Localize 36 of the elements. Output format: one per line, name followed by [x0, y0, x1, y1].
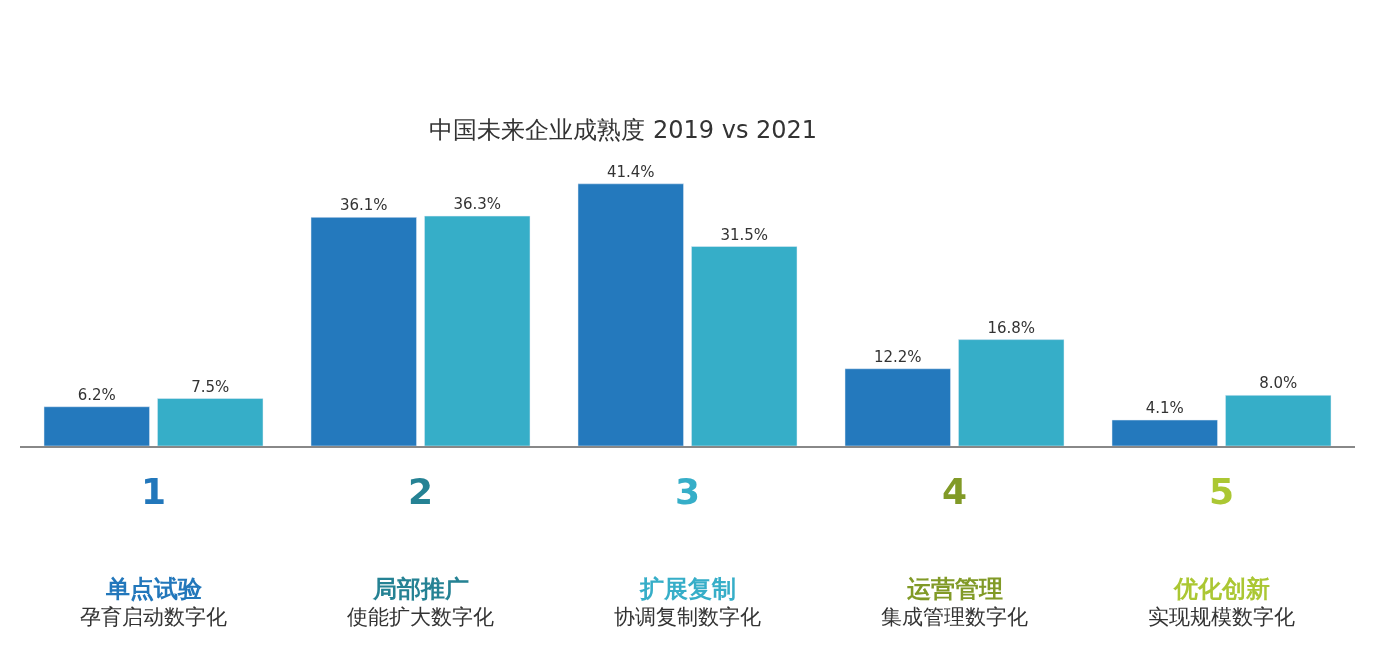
bar [157, 398, 264, 446]
bar [1111, 419, 1218, 446]
bar [844, 368, 951, 446]
bar [43, 406, 150, 446]
text: 2 [408, 471, 434, 512]
bar [958, 339, 1065, 446]
data-label: 8.0% [1259, 374, 1298, 393]
chart-title: 中国未来企业成熟度 2019 vs 2021 [429, 115, 818, 144]
data-label: 36.1% [339, 196, 388, 215]
data-label: 7.5% [191, 377, 230, 396]
bar [424, 215, 531, 446]
text: 孕育启动数字化 [80, 605, 227, 629]
text: 3 [675, 471, 701, 512]
data-label: 41.4% [606, 162, 655, 181]
x-tick-label: 扩展复制 [638, 574, 736, 603]
data-label: 6.2% [77, 385, 116, 404]
text: 实现规模数字化 [1148, 605, 1295, 629]
bar [577, 183, 684, 446]
text: 集成管理数字化 [881, 605, 1028, 629]
bar [691, 246, 798, 446]
text: 1 [141, 471, 167, 512]
bar [1225, 395, 1332, 446]
x-tick-label: 运营管理 [905, 574, 1003, 603]
x-tick-label: 单点试验 [104, 574, 203, 603]
bar [310, 217, 417, 446]
text: 4 [942, 471, 968, 512]
data-label: 16.8% [987, 318, 1036, 337]
text: 协调复制数字化 [614, 605, 761, 629]
text: 5 [1209, 471, 1235, 512]
x-tick-label: 优化创新 [1172, 574, 1270, 603]
data-label: 4.1% [1145, 399, 1184, 418]
data-label: 36.3% [453, 195, 502, 214]
x-tick-label: 局部推广 [371, 574, 469, 603]
data-label: 12.2% [873, 347, 922, 366]
text: 使能扩大数字化 [347, 605, 494, 629]
data-label: 31.5% [720, 225, 769, 244]
